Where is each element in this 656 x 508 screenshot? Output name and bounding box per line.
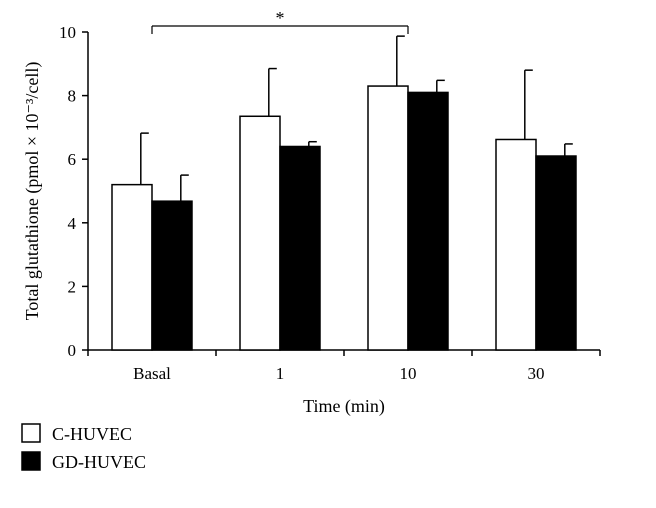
bar-c-huvec	[495, 138, 537, 351]
bar-gd-huvec	[151, 200, 193, 351]
bar-c-huvec	[367, 85, 409, 351]
y-tick-label: 6	[68, 150, 77, 169]
bar-gd-huvec	[279, 145, 321, 351]
x-axis-label: Time (min)	[303, 396, 385, 417]
y-tick-label: 8	[68, 87, 77, 106]
legend-label: GD-HUVEC	[52, 452, 146, 472]
x-tick-label: 1	[276, 364, 285, 383]
significance-label: *	[276, 8, 285, 28]
x-tick-label: 10	[400, 364, 417, 383]
y-tick-label: 4	[68, 214, 77, 233]
legend-swatch	[21, 423, 41, 443]
bar-c-huvec	[111, 183, 153, 351]
x-tick-label: Basal	[133, 364, 171, 383]
y-tick-label: 0	[68, 341, 77, 360]
legend-swatch	[21, 451, 41, 471]
bar-gd-huvec	[407, 91, 449, 351]
x-tick-label: 30	[528, 364, 545, 383]
y-tick-label: 2	[68, 277, 77, 296]
bar-c-huvec	[239, 115, 281, 351]
y-axis-label: Total glutathione (pmol × 10⁻³/cell)	[22, 62, 43, 321]
legend-label: C-HUVEC	[52, 424, 132, 444]
bar-gd-huvec	[535, 155, 577, 351]
y-tick-label: 10	[59, 23, 76, 42]
